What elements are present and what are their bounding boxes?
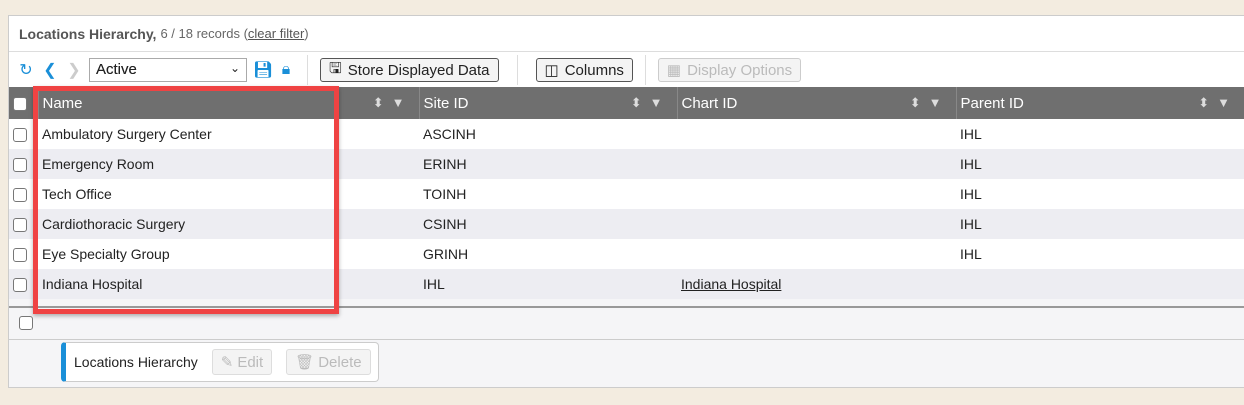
save-icon: 🖫 — [329, 59, 342, 77]
sort-icon[interactable]: ⬍ — [1198, 95, 1218, 110]
filter-icon[interactable]: ▼ — [649, 95, 671, 110]
site-id-cell: IHL — [419, 269, 677, 299]
delete-label: Delete — [318, 353, 362, 371]
row-checkbox[interactable] — [13, 158, 27, 173]
delete-button[interactable]: 🗑︎ Delete — [286, 349, 371, 375]
sort-icon[interactable]: ⬍ — [630, 95, 650, 110]
column-header-name[interactable]: Name ⬍▼ — [38, 87, 420, 119]
table-row[interactable]: Cardiothoracic Surgery CSINH IHL — [9, 209, 1244, 239]
filter-icon[interactable]: ▼ — [391, 95, 413, 110]
footer-checkbox[interactable] — [19, 316, 33, 330]
row-checkbox[interactable] — [13, 188, 27, 203]
chart-id-cell — [677, 239, 956, 269]
columns-label: Columns — [564, 61, 624, 79]
lock-icon[interactable]: 🔒︎ — [281, 61, 291, 78]
site-id-cell: TOINH — [419, 179, 677, 209]
divider — [307, 55, 308, 85]
record-actions-bar: Locations Hierarchy ✎ Edit 🗑︎ Delete — [61, 342, 379, 382]
site-id-cell: ASCINH — [419, 119, 677, 149]
store-label: Store Displayed Data — [347, 61, 490, 79]
title-bar: Locations Hierarchy, 6 / 18 records (cle… — [9, 16, 1244, 52]
parent-id-cell: IHL — [956, 119, 1244, 149]
row-checkbox[interactable] — [13, 248, 27, 263]
record-count: 6 / 18 records — [160, 26, 240, 41]
header-label: Chart ID — [681, 94, 738, 112]
table-row[interactable]: Emergency Room ERINH IHL — [9, 149, 1244, 179]
trash-icon: 🗑︎ — [295, 354, 315, 371]
chart-id-cell — [677, 179, 956, 209]
parent-id-cell: IHL — [956, 149, 1244, 179]
display-options-button[interactable]: ▦ Display Options — [657, 58, 802, 82]
refresh-icon[interactable]: ↻ — [19, 62, 33, 79]
toolbar: ↻ ❮ ❯ Active ⌄ 💾︎ 🔒︎ 🖫 Store Displayed Da… — [9, 52, 1244, 88]
row-checkbox[interactable] — [13, 218, 27, 233]
parent-id-cell: IHL — [956, 239, 1244, 269]
name-cell: Emergency Room — [38, 149, 419, 179]
name-cell: Cardiothoracic Surgery — [38, 209, 419, 239]
site-id-cell: GRINH — [419, 239, 677, 269]
highlight-box — [33, 86, 339, 314]
divider — [516, 55, 518, 85]
pencil-icon: ✎ — [220, 354, 234, 371]
previous-icon[interactable]: ❮ — [43, 62, 57, 79]
paren: ( — [243, 26, 248, 41]
status-filter-select[interactable]: Active ⌄ — [89, 58, 247, 82]
name-cell: Tech Office — [38, 179, 419, 209]
site-id-cell: ERINH — [419, 149, 677, 179]
grid-panel: Locations Hierarchy, 6 / 18 records (cle… — [8, 15, 1244, 388]
name-cell: Eye Specialty Group — [38, 239, 419, 269]
sort-icon[interactable]: ⬍ — [909, 95, 929, 110]
filter-icon[interactable]: ▼ — [928, 95, 950, 110]
chart-id-cell — [677, 149, 956, 179]
grid-footer-row — [9, 306, 1244, 340]
chevron-down-icon: ⌄ — [229, 61, 240, 75]
status-filter-value[interactable] — [96, 62, 216, 78]
divider — [644, 55, 646, 85]
columns-icon: ◫ — [544, 62, 559, 79]
header-label: Site ID — [423, 94, 469, 112]
edit-button[interactable]: ✎ Edit — [211, 349, 273, 375]
header-label: Parent ID — [960, 94, 1024, 112]
table-row[interactable]: Tech Office TOINH IHL — [9, 179, 1244, 209]
select-all-checkbox[interactable] — [13, 96, 27, 111]
header-label: Name — [42, 94, 83, 112]
paren: ) — [304, 26, 309, 41]
chart-id-link[interactable]: Indiana Hospital — [681, 276, 782, 292]
display-options-label: Display Options — [687, 61, 793, 79]
store-displayed-data-button[interactable]: 🖫 Store Displayed Data — [320, 58, 499, 82]
save-icon[interactable]: 💾︎ — [253, 62, 274, 79]
parent-id-cell: IHL — [956, 209, 1244, 239]
parent-id-cell — [956, 269, 1244, 299]
clear-filter-link[interactable]: clear filter — [247, 26, 305, 41]
data-grid: Name ⬍▼ Site ID ⬍▼ Chart ID ⬍▼ Parent ID ⬍▼ … — [9, 87, 1244, 299]
column-header-chart-id[interactable]: Chart ID ⬍▼ — [677, 87, 957, 119]
row-checkbox[interactable] — [13, 128, 27, 143]
columns-button[interactable]: ◫ Columns — [535, 58, 633, 82]
grid-title: Locations Hierarchy, — [19, 25, 157, 42]
table-row[interactable]: Eye Specialty Group GRINH IHL — [9, 239, 1244, 269]
record-actions-title: Locations Hierarchy — [74, 354, 198, 370]
next-icon[interactable]: ❯ — [67, 62, 81, 79]
name-cell: Indiana Hospital — [38, 269, 419, 299]
sort-icon[interactable]: ⬍ — [372, 95, 392, 110]
column-header-site-id[interactable]: Site ID ⬍▼ — [419, 87, 678, 119]
table-row[interactable]: Indiana Hospital IHL Indiana Hospital — [9, 269, 1244, 299]
edit-label: Edit — [237, 353, 264, 371]
chart-id-cell — [677, 119, 956, 149]
chart-id-cell — [677, 209, 956, 239]
table-row[interactable]: Ambulatory Surgery Center ASCINH IHL — [9, 119, 1244, 149]
site-id-cell: CSINH — [419, 209, 677, 239]
column-header-parent-id[interactable]: Parent ID ⬍▼ — [956, 87, 1244, 119]
row-checkbox[interactable] — [13, 278, 27, 293]
table-icon: ▦ — [666, 62, 682, 79]
parent-id-cell: IHL — [956, 179, 1244, 209]
filter-icon[interactable]: ▼ — [1217, 95, 1238, 110]
chart-id-cell: Indiana Hospital — [677, 269, 956, 299]
name-cell: Ambulatory Surgery Center — [38, 119, 419, 149]
